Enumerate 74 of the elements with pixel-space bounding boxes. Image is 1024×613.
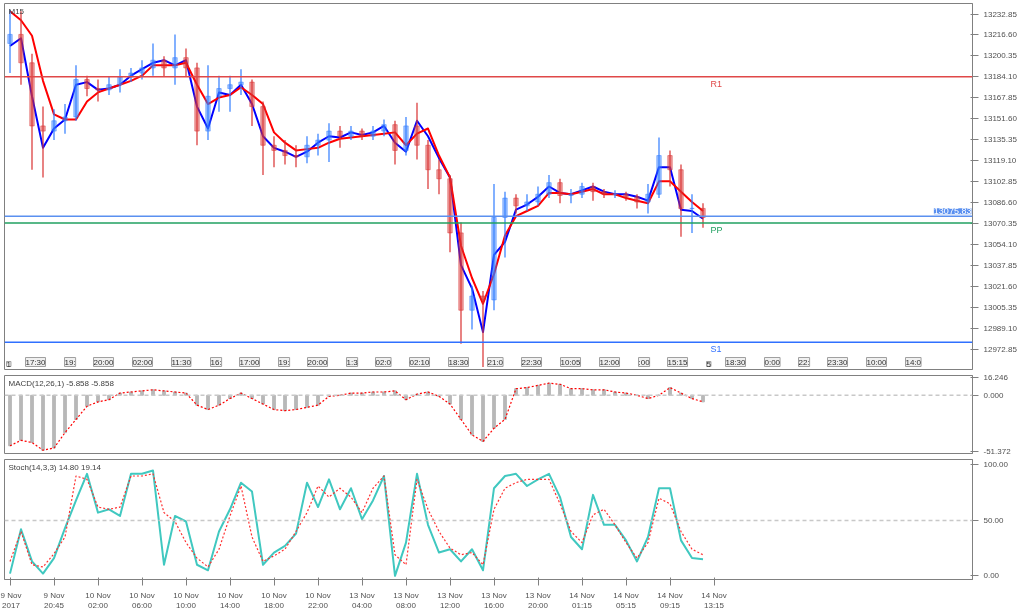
- y-tick-label: 0.000: [983, 390, 1005, 400]
- y-tick-label: 13184.10: [983, 72, 1018, 82]
- ref-line-label: R1: [710, 78, 723, 89]
- y-tick-label: 13167.85: [983, 93, 1018, 103]
- y-tick-label: 13037.85: [983, 260, 1018, 270]
- x-tick-label: 10 Nov 22:00: [305, 590, 331, 611]
- annotation: 17:00: [239, 357, 261, 367]
- annotation: 02:00: [132, 357, 154, 367]
- y-tick-label: 100.00: [983, 460, 1009, 470]
- annotation: Stoch(14,3,3) 14.80 19.14: [8, 462, 102, 472]
- annotation: 22:30: [521, 357, 543, 367]
- annotation: 5: [706, 359, 712, 369]
- x-tick-label: 9 Nov 20:45: [43, 590, 65, 611]
- annotation: 18:30: [725, 357, 747, 367]
- y-tick-label: 13054.10: [983, 239, 1018, 249]
- annotation: 02:10: [409, 357, 431, 367]
- y-tick-label: 13216.60: [983, 30, 1018, 40]
- y-tick-label: 13005.35: [983, 302, 1018, 312]
- x-tick-label: 14 Nov 05:15: [613, 590, 639, 611]
- annotation: 21:0: [487, 357, 504, 367]
- x-tick-label: 13 Nov 08:00: [393, 590, 419, 611]
- annotation: 22:: [798, 357, 810, 367]
- annotation: 19:: [278, 357, 290, 367]
- y-tick-label: -51.372: [983, 447, 1012, 457]
- annotation: 12:00: [599, 357, 621, 367]
- x-tick-label: 10 Nov 18:00: [261, 590, 287, 611]
- x-tick-label: 10 Nov 06:00: [129, 590, 155, 611]
- x-tick-label: 14 Nov 13:15: [701, 590, 727, 611]
- y-tick-label: 12989.10: [983, 323, 1018, 333]
- y-tick-label: 13200.35: [983, 51, 1018, 61]
- x-tick-label: 14 Nov 09:15: [657, 590, 683, 611]
- annotation: 14:0: [905, 357, 922, 367]
- annotation: 19:: [64, 357, 76, 367]
- x-tick-label: 10 Nov 14:00: [217, 590, 243, 611]
- ref-line-label: S1: [710, 344, 722, 355]
- y-tick-label: 0.00: [983, 571, 1000, 581]
- x-tick-label: 13 Nov 16:00: [481, 590, 507, 611]
- y-tick-label: 13086.60: [983, 197, 1018, 207]
- y-tick-label: 16.246: [983, 372, 1009, 382]
- annotation: 23:30: [827, 357, 849, 367]
- annotation: :00: [638, 357, 651, 367]
- annotation: 15:15: [667, 357, 689, 367]
- y-tick-label: 13119.10: [983, 156, 1017, 166]
- y-tick-label: 12972.85: [983, 344, 1018, 354]
- y-tick-label: 50.00: [983, 515, 1005, 525]
- annotation: 1:3: [346, 357, 359, 367]
- y-tick-label: 13102.85: [983, 177, 1018, 187]
- x-tick-label: 9 Nov 2017: [0, 590, 22, 611]
- annotation: 16:: [210, 357, 222, 367]
- y-tick-label: 13135.35: [983, 135, 1018, 145]
- y-tick-label: 13070.35: [983, 218, 1018, 228]
- x-tick-label: 13 Nov 20:00: [525, 590, 551, 611]
- x-tick-label: 14 Nov 01:15: [569, 590, 595, 611]
- annotation: 10:00: [866, 357, 888, 367]
- annotation: 02:0: [375, 357, 392, 367]
- y-tick-label: 13232.85: [983, 9, 1018, 19]
- chart-title: M15: [8, 6, 25, 16]
- x-tick-label: 13 Nov 04:00: [349, 590, 375, 611]
- annotation: 17:30: [25, 357, 47, 367]
- annotation: 1: [6, 359, 12, 369]
- y-tick-label: 13021.60: [983, 281, 1018, 291]
- annotation: 20:00: [307, 357, 329, 367]
- ref-line-label: 13075.83: [933, 206, 972, 217]
- annotation: 20:00: [93, 357, 115, 367]
- annotation: 18:30: [448, 357, 470, 367]
- x-tick-label: 13 Nov 12:00: [437, 590, 463, 611]
- y-tick-label: 13151.60: [983, 114, 1018, 124]
- annotation: 0:00: [764, 357, 781, 367]
- x-tick-label: 10 Nov 10:00: [173, 590, 199, 611]
- ref-line-label: PP: [710, 225, 723, 236]
- x-tick-label: 10 Nov 02:00: [85, 590, 111, 611]
- annotation: 11:30: [171, 357, 192, 367]
- annotation: MACD(12,26,1) -5.858 -5.858: [8, 378, 115, 388]
- annotation: 10:05: [560, 357, 582, 367]
